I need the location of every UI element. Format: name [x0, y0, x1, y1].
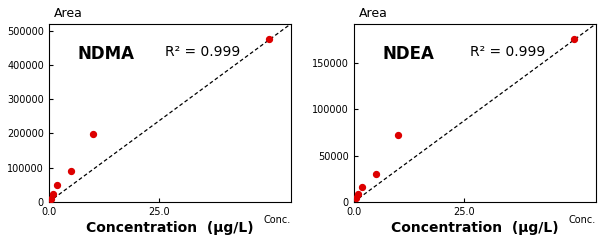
Point: [48, 193, 58, 197]
Point: [358, 185, 367, 189]
Point: [371, 172, 380, 176]
Text: NDEA: NDEA: [383, 45, 435, 63]
Point: [351, 196, 361, 200]
X-axis label: Concentration  (μg/L): Concentration (μg/L): [391, 221, 558, 235]
Text: Conc.: Conc.: [264, 215, 291, 225]
X-axis label: Concentration  (μg/L): Concentration (μg/L): [86, 221, 254, 235]
Point: [46, 197, 55, 201]
Point: [393, 133, 403, 137]
Text: Conc.: Conc.: [569, 215, 596, 225]
Point: [88, 132, 98, 136]
Point: [264, 37, 274, 41]
Point: [52, 183, 62, 187]
Point: [353, 192, 363, 196]
Text: Area: Area: [359, 7, 387, 20]
Point: [569, 38, 579, 41]
Text: Area: Area: [54, 7, 83, 20]
Text: NDMA: NDMA: [78, 45, 134, 63]
Text: R² = 0.999: R² = 0.999: [470, 45, 545, 59]
Point: [66, 169, 75, 173]
Text: R² = 0.999: R² = 0.999: [165, 45, 240, 59]
